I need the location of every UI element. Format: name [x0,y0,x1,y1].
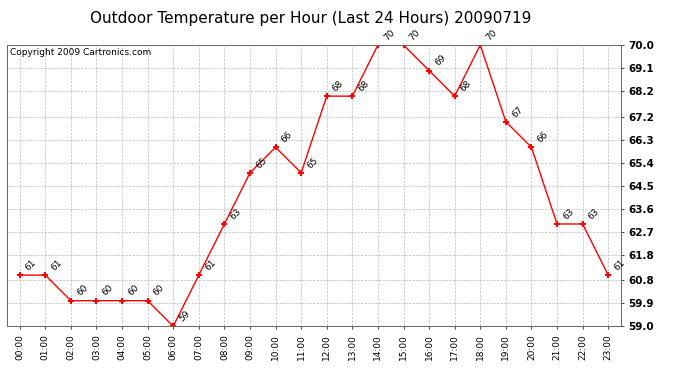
Text: 63: 63 [228,207,243,221]
Text: 60: 60 [75,284,90,298]
Text: 61: 61 [50,258,64,272]
Text: Outdoor Temperature per Hour (Last 24 Hours) 20090719: Outdoor Temperature per Hour (Last 24 Ho… [90,11,531,26]
Text: 63: 63 [561,207,575,221]
Text: 68: 68 [331,79,346,93]
Text: 67: 67 [510,104,524,119]
Text: Copyright 2009 Cartronics.com: Copyright 2009 Cartronics.com [10,48,151,57]
Text: 70: 70 [382,28,397,42]
Text: 61: 61 [612,258,627,272]
Text: 66: 66 [535,130,550,144]
Text: 59: 59 [177,309,192,324]
Text: 60: 60 [126,284,141,298]
Text: 68: 68 [357,79,371,93]
Text: 65: 65 [254,156,268,170]
Text: 68: 68 [459,79,473,93]
Text: 66: 66 [279,130,294,144]
Text: 61: 61 [203,258,217,272]
Text: 60: 60 [101,284,115,298]
Text: 70: 70 [408,28,422,42]
Text: 61: 61 [24,258,39,272]
Text: 69: 69 [433,53,448,68]
Text: 63: 63 [586,207,601,221]
Text: 70: 70 [484,28,499,42]
Text: 65: 65 [305,156,320,170]
Text: 60: 60 [152,284,166,298]
